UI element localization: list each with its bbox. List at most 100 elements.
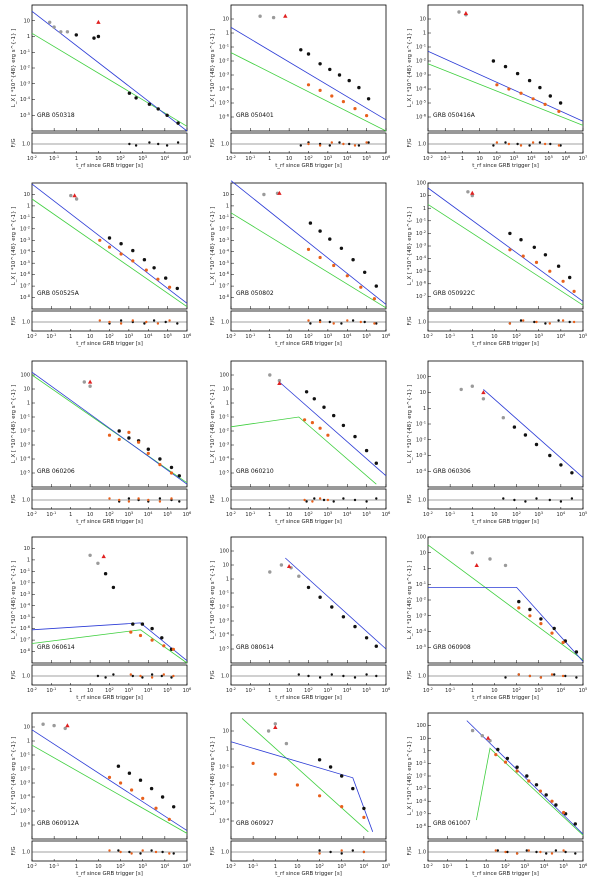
data-point (508, 231, 512, 236)
y-tick-exponent: -5 (26, 260, 30, 264)
x-tick-label: 10-2 (27, 155, 37, 162)
y-tick-label: 1 (27, 401, 30, 407)
ratio-plot-frame (427, 664, 584, 686)
uvot-data-point (138, 633, 143, 638)
ratio-tick-label: 1.0 (22, 850, 30, 856)
data-point (512, 425, 517, 429)
uvot-data-point (519, 91, 523, 95)
y-tick-exponent: -1 (225, 214, 229, 218)
y-tick-label: 10-6 (219, 271, 230, 278)
y-tick-label: 10-1 (416, 760, 426, 767)
y-tick-label: 10-1 (219, 764, 229, 771)
ratio-point (557, 144, 561, 147)
y-tick-label: 10 (420, 193, 426, 199)
data-point (527, 78, 532, 83)
uvot-data-point (548, 269, 552, 273)
data-point (337, 73, 342, 77)
y-tick-label: 10-1 (219, 214, 229, 221)
uvot-data-point (521, 254, 525, 258)
x-tick-label: 102 (501, 863, 510, 870)
data-point (299, 48, 303, 52)
data-point (470, 551, 474, 555)
y-tick-exponent: -4 (422, 468, 426, 472)
x-tick-label: 105 (382, 863, 391, 870)
y-tick-exponent: -1 (422, 760, 426, 764)
x-tick-label: 10-2 (27, 333, 37, 340)
data-point (318, 62, 322, 66)
x-tick-exponent: 2 (311, 155, 313, 159)
ratio-point (137, 497, 140, 500)
y-tick-exponent: -1 (26, 752, 30, 756)
ratio-point (330, 141, 333, 144)
ratio-point (342, 142, 345, 146)
data-point (271, 15, 276, 20)
x-tick-label: 10-2 (423, 687, 433, 694)
ratio-tick-label: 1.0 (418, 320, 426, 326)
ratio-plot-frame (427, 132, 584, 154)
uvot-data-point (156, 277, 160, 281)
ratio-point (164, 320, 167, 324)
uvot-data-point (251, 761, 255, 766)
x-tick-label: 103 (534, 511, 543, 518)
uvot-data-point (550, 799, 554, 803)
ratio-plot-frame (230, 488, 387, 510)
green-fit-line (476, 747, 584, 836)
x-tick-label: 103 (324, 687, 333, 694)
data-point (340, 774, 344, 778)
data-point (111, 585, 116, 590)
data-point (96, 561, 100, 565)
y-axis-label: L_X [ *10^{48} erg s^{-1} ] (11, 207, 17, 285)
uvot-data-point (318, 255, 322, 260)
data-point (140, 622, 145, 626)
grb-name-label: GRB 060306 (433, 468, 471, 475)
y-tick-exponent: -4 (26, 456, 30, 460)
main-plot-frame (427, 4, 584, 132)
ratio-point (172, 674, 175, 678)
data-point (149, 786, 154, 791)
data-point (82, 380, 87, 384)
ratio-point (522, 319, 525, 322)
ratio-point (328, 144, 331, 147)
ratio-point (506, 850, 509, 854)
y-axis-label: L_X [ *10^{48} erg s^{-1} ] (210, 561, 216, 639)
panel-11: 10-2 10-1 1 10 102 103 104 105 106 100 10 1 10-1 10-2… (210, 536, 391, 701)
data-point (176, 121, 180, 125)
x-tick-label: 1 (69, 688, 72, 694)
x-tick-label: 10 (286, 512, 292, 518)
ratio-tick-label: 1.0 (221, 320, 229, 326)
ratio-point (362, 850, 366, 854)
ratio-point (139, 852, 142, 855)
uvot-data-point (503, 760, 508, 764)
ratio-point (176, 141, 180, 144)
data-point (570, 471, 574, 475)
x-tick-label: 10 (87, 334, 93, 340)
uvot-data-point (306, 83, 311, 87)
x-tick-label: 104 (144, 511, 153, 518)
x-tick-label: 10-1 (46, 333, 56, 340)
x-tick-label: 10-2 (27, 511, 37, 518)
y-tick-label: 10-5 (219, 260, 229, 267)
x-tick-label: 102 (315, 863, 324, 870)
x-tick-exponent: 2 (519, 333, 521, 337)
y-tick-label: 10-6 (416, 114, 427, 121)
peak-marker (470, 190, 475, 195)
y-tick-label: 10 (420, 550, 426, 556)
x-tick-label: 104 (343, 687, 352, 694)
y-tick-exponent: -3 (422, 72, 426, 76)
x-tick-label: 10 (87, 512, 93, 518)
data-point (138, 778, 143, 782)
uvot-data-point (318, 426, 322, 430)
uvot-data-point (359, 285, 363, 289)
x-tick-exponent: 5 (585, 333, 587, 337)
ratio-point (353, 144, 357, 147)
x-tick-exponent: 4 (563, 511, 566, 515)
data-point (353, 624, 357, 629)
y-tick-exponent: -4 (26, 602, 30, 606)
uvot-data-point (508, 248, 512, 252)
ratio-point (152, 319, 156, 322)
peak-marker (474, 563, 479, 567)
data-point (328, 67, 332, 72)
uvot-data-point (98, 238, 102, 242)
x-tick-label: 105 (183, 155, 192, 162)
green-fit-line (427, 63, 584, 126)
